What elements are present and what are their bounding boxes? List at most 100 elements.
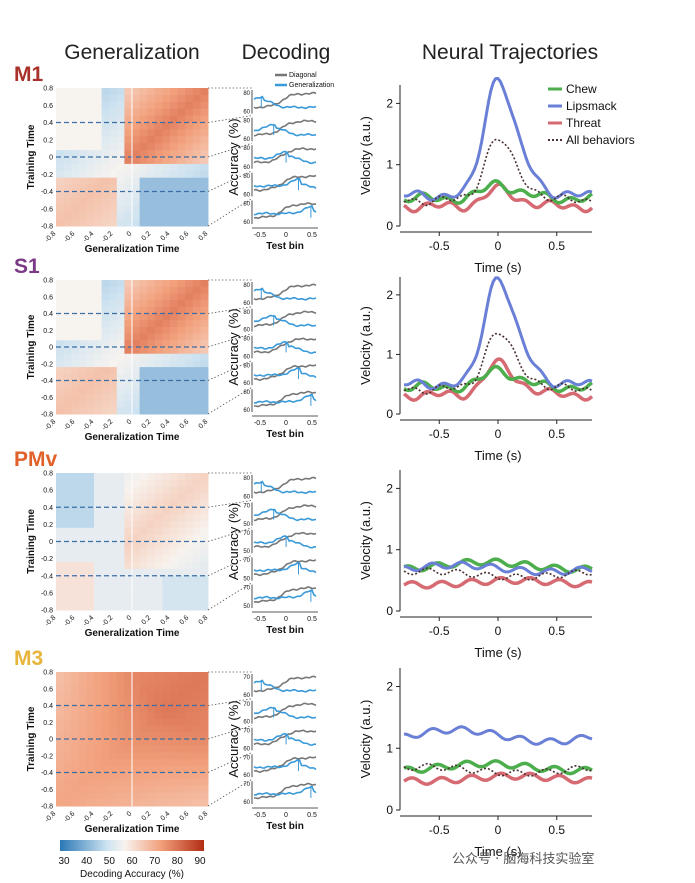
heatmap-cell [94, 198, 103, 206]
trajectory-y-tick: 1 [386, 347, 393, 361]
heatmap-cell [147, 685, 156, 693]
heatmap-cell [109, 603, 118, 611]
heatmap-cell [116, 541, 125, 549]
heatmap-cell [185, 353, 194, 361]
heatmap-cell [177, 705, 186, 713]
heatmap-cell [177, 136, 186, 144]
heatmap-cell [147, 582, 156, 590]
heatmap-cell [109, 400, 118, 408]
heatmap-cell [124, 347, 133, 355]
heatmap-cell [132, 486, 141, 495]
heatmap-cell [154, 219, 163, 227]
heatmap-cell [154, 562, 163, 570]
heatmap-cell [185, 486, 194, 495]
trajectory-line-lipsmack [403, 725, 593, 746]
heatmap-cell [78, 393, 87, 402]
heatmap-cell [147, 212, 156, 220]
heatmap-cell [200, 347, 209, 355]
heatmap-cell [154, 698, 163, 706]
heatmap-cell [162, 163, 171, 172]
heatmap-cell [124, 779, 133, 787]
heatmap-cell [192, 184, 201, 192]
heatmap-cell [162, 129, 171, 137]
connector-line [207, 306, 253, 314]
heatmap-cell [185, 520, 194, 529]
heatmap-cell [139, 548, 148, 556]
heatmap-x-tick: 0 [126, 810, 134, 818]
heatmap-cell [132, 678, 141, 686]
heatmap-cell [71, 198, 80, 206]
heatmap-cell [200, 320, 209, 328]
heatmap-cell [63, 792, 72, 800]
connector-line [207, 333, 253, 348]
heatmap-cell [101, 705, 110, 713]
heatmap-cell [56, 191, 65, 199]
heatmap-cell [154, 520, 163, 529]
heatmap-cell [124, 400, 133, 408]
heatmap-cell [177, 779, 186, 787]
heatmap-cell [101, 191, 110, 199]
heatmap-cell [154, 326, 163, 335]
heatmap-cell [101, 745, 110, 753]
heatmap-cell [101, 170, 110, 179]
heatmap-cell [101, 479, 110, 488]
heatmap-cell [177, 108, 186, 117]
heatmap-cell [109, 393, 118, 402]
heatmap-cell [154, 122, 163, 130]
heatmap-cell [170, 170, 179, 179]
heatmap-cell [78, 163, 87, 172]
trajectory-y-tick: 1 [386, 543, 393, 557]
heatmap-cell [71, 333, 80, 341]
heatmap-y-tick: 0.2 [43, 522, 53, 529]
heatmap-cell [109, 101, 118, 110]
heatmap-cell [94, 393, 103, 402]
heatmap-cell [109, 184, 118, 192]
heatmap-cell [78, 136, 87, 144]
heatmap-cell [101, 400, 110, 408]
heatmap-cell [63, 500, 72, 508]
decoding-generalization-line [253, 679, 317, 693]
heatmap-cell [185, 293, 194, 301]
heatmap-cell [185, 300, 194, 308]
heatmap-cell [154, 486, 163, 495]
heatmap-cell [109, 752, 118, 760]
heatmap-cell [86, 548, 95, 556]
heatmap-cell [56, 198, 65, 206]
heatmap-cell [192, 534, 201, 542]
heatmap-cell [78, 765, 87, 773]
heatmap-cell [109, 115, 118, 123]
heatmap-cell [170, 772, 179, 780]
heatmap-cell [132, 514, 141, 522]
heatmap-cell [78, 712, 87, 720]
heatmap-cell [86, 575, 95, 584]
heatmap-x-tick: -0.6 [63, 614, 77, 628]
heatmap-cell [71, 163, 80, 172]
heatmap-cell [139, 752, 148, 760]
heatmap-cell [162, 407, 171, 415]
heatmap-cell [63, 205, 72, 213]
heatmap-cell [94, 88, 103, 96]
heatmap-x-tick: 0.2 [141, 230, 153, 242]
heatmap-cell [63, 739, 72, 747]
heatmap-cell [170, 479, 179, 488]
heatmap-cell [132, 177, 141, 186]
heatmap-cell [132, 94, 141, 103]
connector-line [207, 142, 253, 158]
heatmap-cell [170, 779, 179, 787]
heatmap-cell [177, 373, 186, 381]
heatmap-cell [192, 685, 201, 693]
heatmap-cell [147, 759, 156, 767]
heatmap-cell [177, 473, 186, 481]
heatmap-cell [177, 479, 186, 488]
heatmap-cell [78, 88, 87, 96]
heatmap-cell [86, 150, 95, 158]
heatmap-cell [94, 603, 103, 611]
heatmap-y-tick: 0.4 [43, 120, 53, 127]
heatmap-cell [192, 407, 201, 415]
heatmap-cell [116, 333, 125, 341]
heatmap-cell [56, 360, 65, 368]
heatmap-cell [147, 400, 156, 408]
heatmap-cell [170, 136, 179, 144]
heatmap-cell [139, 293, 148, 301]
heatmap-cell [147, 150, 156, 158]
